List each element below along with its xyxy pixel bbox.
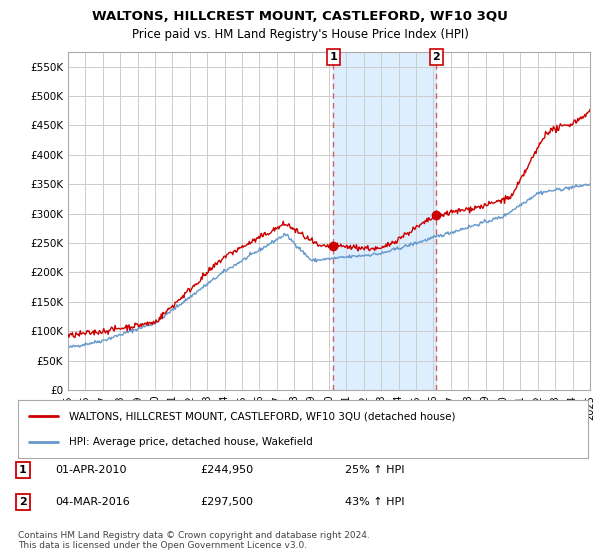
Text: £244,950: £244,950 — [200, 465, 253, 475]
Text: WALTONS, HILLCREST MOUNT, CASTLEFORD, WF10 3QU (detached house): WALTONS, HILLCREST MOUNT, CASTLEFORD, WF… — [70, 411, 456, 421]
Text: Price paid vs. HM Land Registry's House Price Index (HPI): Price paid vs. HM Land Registry's House … — [131, 28, 469, 41]
Text: Contains HM Land Registry data © Crown copyright and database right 2024.
This d: Contains HM Land Registry data © Crown c… — [18, 531, 370, 550]
Bar — [334, 52, 436, 390]
Text: 2: 2 — [433, 52, 440, 62]
Text: 04-MAR-2016: 04-MAR-2016 — [55, 497, 130, 507]
Text: 2: 2 — [19, 497, 27, 507]
Text: WALTONS, HILLCREST MOUNT, CASTLEFORD, WF10 3QU: WALTONS, HILLCREST MOUNT, CASTLEFORD, WF… — [92, 10, 508, 23]
Text: HPI: Average price, detached house, Wakefield: HPI: Average price, detached house, Wake… — [70, 437, 313, 447]
Text: 1: 1 — [329, 52, 337, 62]
Text: 43% ↑ HPI: 43% ↑ HPI — [345, 497, 404, 507]
Text: 25% ↑ HPI: 25% ↑ HPI — [345, 465, 404, 475]
Text: 1: 1 — [19, 465, 27, 475]
Text: £297,500: £297,500 — [200, 497, 253, 507]
Text: 01-APR-2010: 01-APR-2010 — [55, 465, 127, 475]
